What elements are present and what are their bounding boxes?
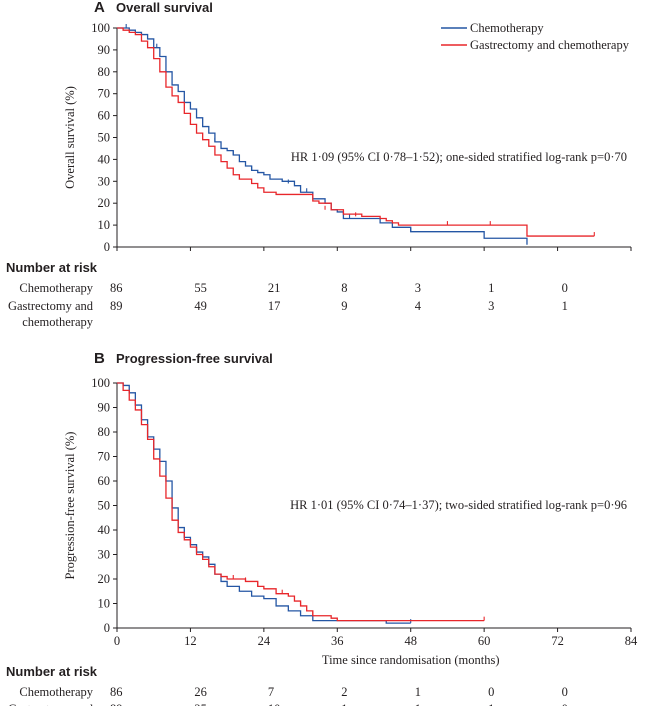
y-axis-label: Progression-free survival (%) <box>63 432 77 580</box>
risk-count: 17 <box>268 299 281 313</box>
risk-count: 0 <box>562 685 568 699</box>
y-tick-label: 90 <box>98 43 111 57</box>
y-tick-label: 50 <box>98 131 111 145</box>
risk-count: 1 <box>488 281 494 295</box>
risk-count: 86 <box>110 281 123 295</box>
x-tick-label: 12 <box>184 634 197 648</box>
risk-table-title: Number at risk <box>6 260 98 275</box>
panel-letter: A <box>94 0 105 16</box>
x-tick-label: 0 <box>114 634 120 648</box>
y-tick-label: 100 <box>91 376 110 390</box>
y-tick-label: 50 <box>98 499 111 513</box>
risk-count: 2 <box>341 685 347 699</box>
y-tick-label: 20 <box>98 196 111 210</box>
risk-count: 89 <box>110 299 123 313</box>
hr-annotation: HR 1·01 (95% CI 0·74–1·37); two-sided st… <box>290 498 627 512</box>
risk-count: 49 <box>194 299 207 313</box>
risk-count: 55 <box>194 281 207 295</box>
risk-count: 1 <box>415 685 421 699</box>
risk-count: 3 <box>488 299 494 313</box>
risk-count: 89 <box>110 702 123 706</box>
risk-count: 8 <box>341 281 347 295</box>
risk-count: 86 <box>110 685 123 699</box>
series-line-chemotherapy <box>117 27 528 245</box>
y-tick-label: 10 <box>98 218 111 232</box>
y-tick-label: 10 <box>98 597 111 611</box>
risk-count: 1 <box>562 299 568 313</box>
risk-count: 25 <box>194 702 207 706</box>
panel-title: Overall survival <box>116 0 213 15</box>
y-tick-label: 60 <box>98 109 111 123</box>
series-line-gastrectomy <box>117 382 485 622</box>
risk-table-title: Number at risk <box>6 664 98 679</box>
y-tick-label: 40 <box>98 523 111 537</box>
legend-label: Gastrectomy and chemotherapy <box>470 38 630 52</box>
x-tick-label: 48 <box>404 634 417 648</box>
y-tick-label: 30 <box>98 548 111 562</box>
x-tick-label: 24 <box>258 634 271 648</box>
risk-row-label: Chemotherapy <box>19 281 93 295</box>
y-tick-label: 60 <box>98 474 111 488</box>
risk-row-label: Gastrectomy and <box>8 702 94 706</box>
x-tick-label: 60 <box>478 634 491 648</box>
risk-row-label: Gastrectomy and <box>8 299 94 313</box>
risk-count: 9 <box>341 299 347 313</box>
y-tick-label: 70 <box>98 450 111 464</box>
y-tick-label: 80 <box>98 65 111 79</box>
risk-row-label: chemotherapy <box>22 315 94 329</box>
risk-count: 3 <box>415 281 421 295</box>
risk-count: 1 <box>341 702 347 706</box>
y-tick-label: 0 <box>104 240 110 254</box>
risk-count: 0 <box>562 281 568 295</box>
risk-count: 21 <box>268 281 281 295</box>
risk-count: 10 <box>268 702 281 706</box>
y-tick-label: 90 <box>98 401 111 415</box>
x-tick-label: 84 <box>625 634 638 648</box>
risk-count: 0 <box>562 702 568 706</box>
risk-count: 1 <box>488 702 494 706</box>
panel-letter: B <box>94 350 105 367</box>
risk-count: 7 <box>268 685 274 699</box>
y-tick-label: 100 <box>91 21 110 35</box>
risk-count: 4 <box>415 299 422 313</box>
y-tick-label: 40 <box>98 152 111 166</box>
risk-row-label: Chemotherapy <box>19 685 93 699</box>
risk-count: 1 <box>415 702 421 706</box>
risk-count: 26 <box>194 685 207 699</box>
y-tick-label: 80 <box>98 425 111 439</box>
y-tick-label: 70 <box>98 87 111 101</box>
series-line-gastrectomy <box>117 27 595 237</box>
hr-annotation: HR 1·09 (95% CI 0·78–1·52); one-sided st… <box>291 150 627 164</box>
x-tick-label: 72 <box>551 634 564 648</box>
x-axis-label: Time since randomisation (months) <box>322 653 500 667</box>
legend-label: Chemotherapy <box>470 21 544 35</box>
y-tick-label: 20 <box>98 572 111 586</box>
panel-title: Progression-free survival <box>116 351 273 366</box>
y-axis-label: Overall survival (%) <box>63 86 77 189</box>
y-tick-label: 30 <box>98 174 111 188</box>
x-tick-label: 36 <box>331 634 344 648</box>
y-tick-label: 0 <box>104 621 110 635</box>
risk-count: 0 <box>488 685 494 699</box>
